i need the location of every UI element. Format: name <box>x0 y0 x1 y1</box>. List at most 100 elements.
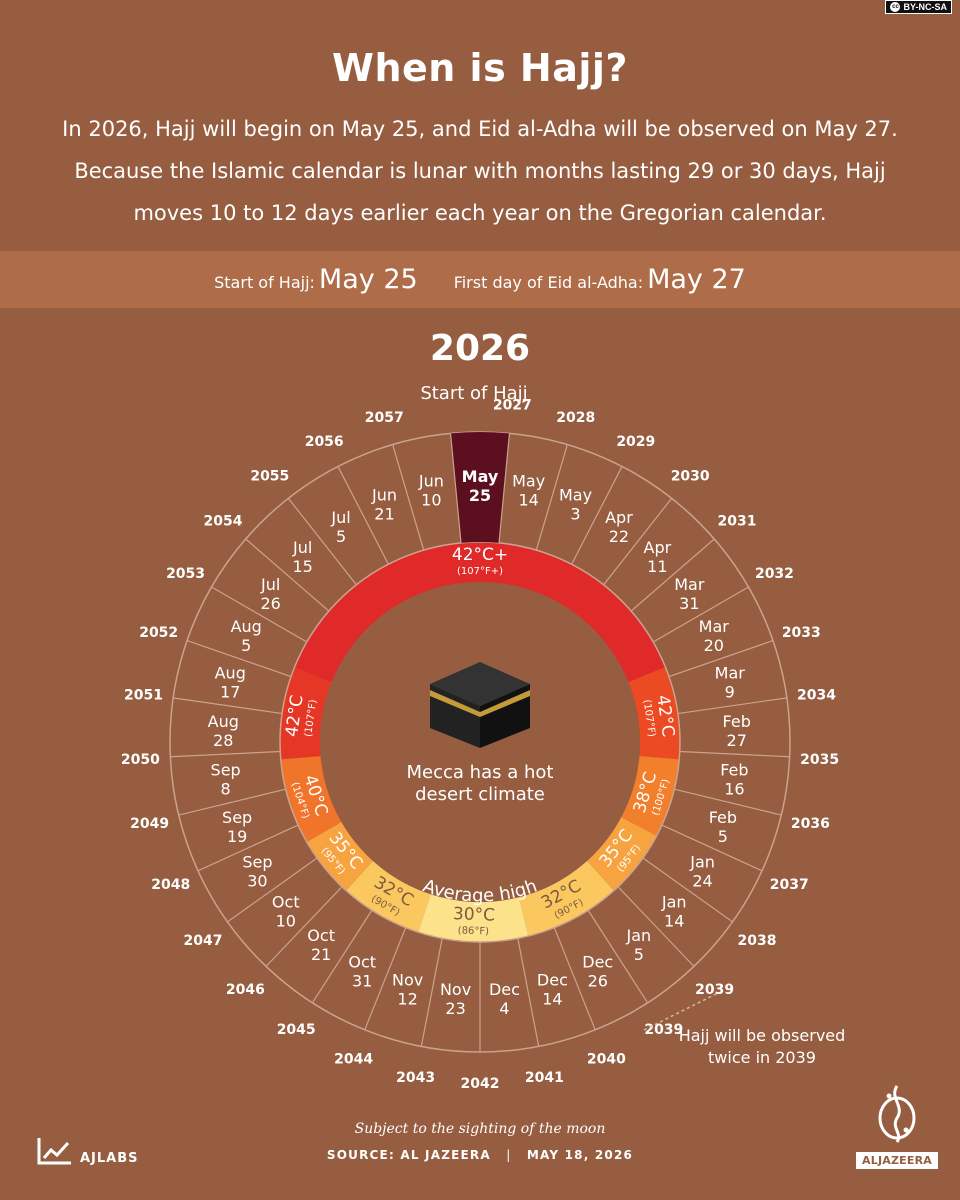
date-day: 20 <box>704 636 724 655</box>
date-day: 15 <box>292 557 312 576</box>
temperature-segment <box>587 817 657 891</box>
segment-divider <box>364 927 407 1031</box>
date-month: Mar <box>699 617 730 636</box>
date-day: 17 <box>220 682 240 701</box>
year-label: 2028 <box>556 410 595 426</box>
segment-divider <box>498 433 511 543</box>
year-label: 2039 <box>695 982 734 998</box>
segment-divider <box>197 824 299 872</box>
temperature-label: 30°C(86°F) <box>453 904 496 937</box>
year-label: 2035 <box>800 752 839 768</box>
date-day: 8 <box>221 780 231 799</box>
temperature-segment <box>306 822 373 891</box>
date-month: Jun <box>418 472 444 491</box>
source-value: AL JAZEERA <box>400 1148 491 1162</box>
date-month: Jul <box>292 538 312 557</box>
year-label: 2030 <box>671 469 710 485</box>
date-month: Aug <box>215 663 246 682</box>
date-day: 11 <box>647 557 667 576</box>
source-separator: | <box>506 1148 512 1162</box>
year-label: 2033 <box>782 625 821 641</box>
year-label: 2032 <box>755 566 794 582</box>
date-month: Jul <box>330 508 350 527</box>
date-day: 12 <box>397 990 417 1009</box>
date-day: 5 <box>718 827 728 846</box>
segment-divider <box>311 909 373 1004</box>
date-month: Sep <box>211 761 241 780</box>
temperature-celsius: 42°C+ <box>452 545 508 565</box>
climate-text: Mecca has a hot desert climate <box>406 762 554 805</box>
date-day: 14 <box>542 990 562 1009</box>
date-day: 21 <box>311 945 331 964</box>
date-day: 19 <box>227 827 247 846</box>
temperature-fahrenheit: (107°F) <box>641 699 657 738</box>
date-day: 5 <box>336 527 346 546</box>
date-day: 30 <box>247 872 267 891</box>
year-label: 2038 <box>737 933 776 949</box>
year-label: 2031 <box>717 513 756 529</box>
year-label: 2053 <box>166 566 205 582</box>
date-day: 23 <box>445 999 465 1018</box>
segment-divider <box>173 697 283 715</box>
temperature-segment <box>280 755 342 842</box>
eid-label: First day of Eid al-Adha: <box>453 273 644 292</box>
date-month: Oct <box>307 926 335 945</box>
source-date: MAY 18, 2026 <box>526 1148 634 1162</box>
year-heading: 2026 <box>429 328 531 369</box>
year-label: 2051 <box>124 688 163 704</box>
date-month: Feb <box>709 808 737 827</box>
date-month: Dec <box>489 980 520 999</box>
segment-divider <box>571 466 623 565</box>
creative-commons-icon: cc <box>890 2 901 12</box>
year-label: 2057 <box>365 410 404 426</box>
date-day: 14 <box>518 491 538 510</box>
segment-divider <box>265 886 343 967</box>
date-day: 5 <box>241 636 251 655</box>
date-month: May <box>462 467 499 486</box>
eid-pair: First day of Eid al-Adha: May 27 <box>454 264 746 295</box>
segment-divider <box>617 886 695 967</box>
aljazeera-calligraphy-icon <box>878 1085 916 1143</box>
year-label: 2027 <box>493 398 532 414</box>
segment-divider <box>211 586 308 643</box>
segment-divider <box>186 640 292 678</box>
date-day: 27 <box>727 731 747 750</box>
temperature-segment <box>294 542 666 683</box>
segment-divider <box>170 750 281 758</box>
date-day: 24 <box>692 872 712 891</box>
license-badge: cc BY-NC-SA <box>885 0 952 14</box>
date-day: 10 <box>276 911 296 930</box>
note-connector <box>643 992 719 1031</box>
year-label: 2052 <box>139 625 178 641</box>
year-label: 2036 <box>791 816 830 832</box>
date-month: May <box>559 485 592 504</box>
eid-value: May 27 <box>647 264 746 295</box>
date-month: Feb <box>720 761 748 780</box>
segment-divider <box>677 697 787 715</box>
date-month: Jul <box>260 575 280 594</box>
temperature-segment <box>346 860 431 933</box>
date-day: 9 <box>725 682 735 701</box>
start-label: Start of Hajj: <box>214 273 315 292</box>
date-month: Apr <box>644 538 672 557</box>
temperature-label: 42°C+(107°F+) <box>452 545 508 577</box>
page-subtitle: In 2026, Hajj will begin on May 25, and … <box>62 117 898 225</box>
date-day: 26 <box>260 594 280 613</box>
date-day: 26 <box>588 971 608 990</box>
segment-divider <box>652 586 749 643</box>
